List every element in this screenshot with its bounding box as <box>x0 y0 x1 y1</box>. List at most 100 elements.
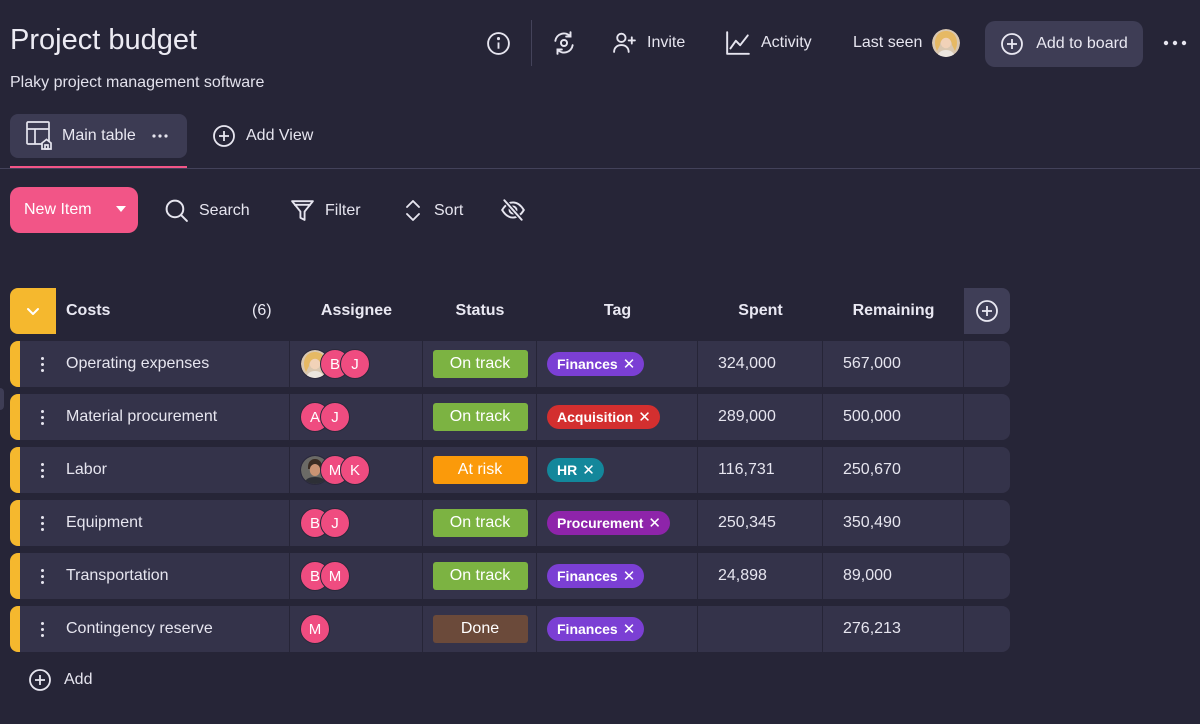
sort-button[interactable]: Sort <box>402 198 463 223</box>
activity-chart-icon <box>725 30 751 56</box>
avatar[interactable]: J <box>340 349 370 379</box>
remaining-cell[interactable]: 89,000 <box>843 567 892 584</box>
remove-tag-icon[interactable]: ✕ <box>638 409 651 426</box>
view-options-icon[interactable] <box>152 133 168 139</box>
spent-cell[interactable]: 250,345 <box>718 514 776 531</box>
avatar[interactable]: J <box>320 508 350 538</box>
spent-cell[interactable]: 116,731 <box>718 461 775 478</box>
status-cell[interactable]: On track <box>423 341 537 387</box>
spent-cell[interactable]: 24,898 <box>718 567 767 584</box>
last-seen[interactable]: Last seen <box>853 29 961 57</box>
activity-button[interactable]: Activity <box>725 30 812 56</box>
row-menu-icon[interactable] <box>32 500 52 546</box>
filter-button[interactable]: Filter <box>290 198 361 223</box>
avatar[interactable]: K <box>340 455 370 485</box>
scroll-handle[interactable] <box>0 388 4 410</box>
tag-cell[interactable]: Finances ✕ <box>547 606 645 652</box>
tag-badge[interactable]: Finances ✕ <box>547 564 645 588</box>
status-badge[interactable]: At risk <box>432 456 528 484</box>
invite-button[interactable]: Invite <box>612 30 685 55</box>
item-name[interactable]: Contingency reserve <box>66 620 213 637</box>
info-icon[interactable] <box>486 31 511 56</box>
add-column-button[interactable] <box>964 288 1010 334</box>
remove-tag-icon[interactable]: ✕ <box>622 356 636 373</box>
item-name[interactable]: Operating expenses <box>66 355 210 372</box>
row-menu-icon[interactable] <box>32 606 52 652</box>
tag-cell[interactable]: Finances ✕ <box>547 341 645 387</box>
table-row[interactable]: Contingency reserve M Done Finances ✕ 27… <box>10 606 1010 652</box>
status-cell[interactable]: At risk <box>423 447 537 493</box>
item-name[interactable]: Labor <box>66 461 107 478</box>
remove-tag-icon[interactable]: ✕ <box>582 462 595 479</box>
avatar[interactable]: J <box>320 402 350 432</box>
item-name[interactable]: Material procurement <box>66 408 218 425</box>
remaining-cell[interactable]: 567,000 <box>843 355 901 372</box>
avatar[interactable]: M <box>320 561 350 591</box>
status-cell[interactable]: On track <box>423 394 537 440</box>
status-cell[interactable]: Done <box>423 606 537 652</box>
status-badge[interactable]: On track <box>432 509 528 537</box>
remove-tag-icon[interactable]: ✕ <box>622 568 636 585</box>
add-item-label: Add <box>64 671 93 688</box>
add-to-board-button[interactable]: Add to board <box>985 21 1143 67</box>
status-cell[interactable]: On track <box>423 553 537 599</box>
add-view-button[interactable]: Add View <box>212 124 313 148</box>
remaining-cell[interactable]: 350,490 <box>843 514 901 531</box>
caret-down-icon[interactable] <box>116 206 126 212</box>
item-name[interactable]: Transportation <box>66 567 169 584</box>
assignee-cell[interactable]: M <box>300 606 330 652</box>
remove-tag-icon[interactable]: ✕ <box>622 621 636 638</box>
group-collapse-toggle[interactable] <box>10 288 56 334</box>
table-view-icon <box>26 121 52 151</box>
tab-main-table[interactable]: Main table <box>10 114 187 158</box>
sync-icon[interactable] <box>551 30 577 56</box>
row-menu-icon[interactable] <box>32 447 52 493</box>
group-name[interactable]: Costs <box>66 302 111 319</box>
column-header-assignee[interactable]: Assignee <box>320 302 393 319</box>
status-cell[interactable]: On track <box>423 500 537 546</box>
avatar[interactable]: M <box>300 614 330 644</box>
remaining-cell[interactable]: 250,670 <box>843 461 901 478</box>
new-item-button[interactable]: New Item <box>10 187 138 233</box>
item-name[interactable]: Equipment <box>66 514 143 531</box>
column-header-spent[interactable]: Spent <box>738 302 783 319</box>
add-item-button[interactable]: Add <box>28 668 92 692</box>
status-badge[interactable]: On track <box>432 350 528 378</box>
eye-off-icon[interactable] <box>500 197 526 223</box>
status-badge[interactable]: On track <box>432 562 528 590</box>
remaining-cell[interactable]: 500,000 <box>843 408 901 425</box>
row-menu-icon[interactable] <box>32 341 52 387</box>
tag-badge[interactable]: Finances ✕ <box>547 352 645 376</box>
tag-badge[interactable]: Procurement ✕ <box>547 511 670 535</box>
search-button[interactable]: Search <box>164 198 250 223</box>
column-header-tag[interactable]: Tag <box>603 302 632 319</box>
tag-badge[interactable]: HR ✕ <box>547 458 604 482</box>
tag-cell[interactable]: Acquisition ✕ <box>547 394 660 440</box>
tag-cell[interactable]: HR ✕ <box>547 447 604 493</box>
remove-tag-icon[interactable]: ✕ <box>648 515 661 532</box>
row-menu-icon[interactable] <box>32 394 52 440</box>
remaining-cell[interactable]: 276,213 <box>843 620 901 637</box>
status-badge[interactable]: On track <box>432 403 528 431</box>
tag-cell[interactable]: Finances ✕ <box>547 553 645 599</box>
column-header-status[interactable]: Status <box>455 302 505 319</box>
column-header-remaining[interactable]: Remaining <box>852 302 935 319</box>
status-badge[interactable]: Done <box>432 615 528 643</box>
more-horizontal-icon[interactable] <box>1163 32 1187 54</box>
tag-badge[interactable]: Finances ✕ <box>547 617 645 641</box>
tag-cell[interactable]: Procurement ✕ <box>547 500 670 546</box>
row-menu-icon[interactable] <box>32 553 52 599</box>
spent-cell[interactable]: 324,000 <box>718 355 776 372</box>
spent-cell[interactable]: 289,000 <box>718 408 776 425</box>
tag-badge[interactable]: Acquisition ✕ <box>547 405 660 429</box>
